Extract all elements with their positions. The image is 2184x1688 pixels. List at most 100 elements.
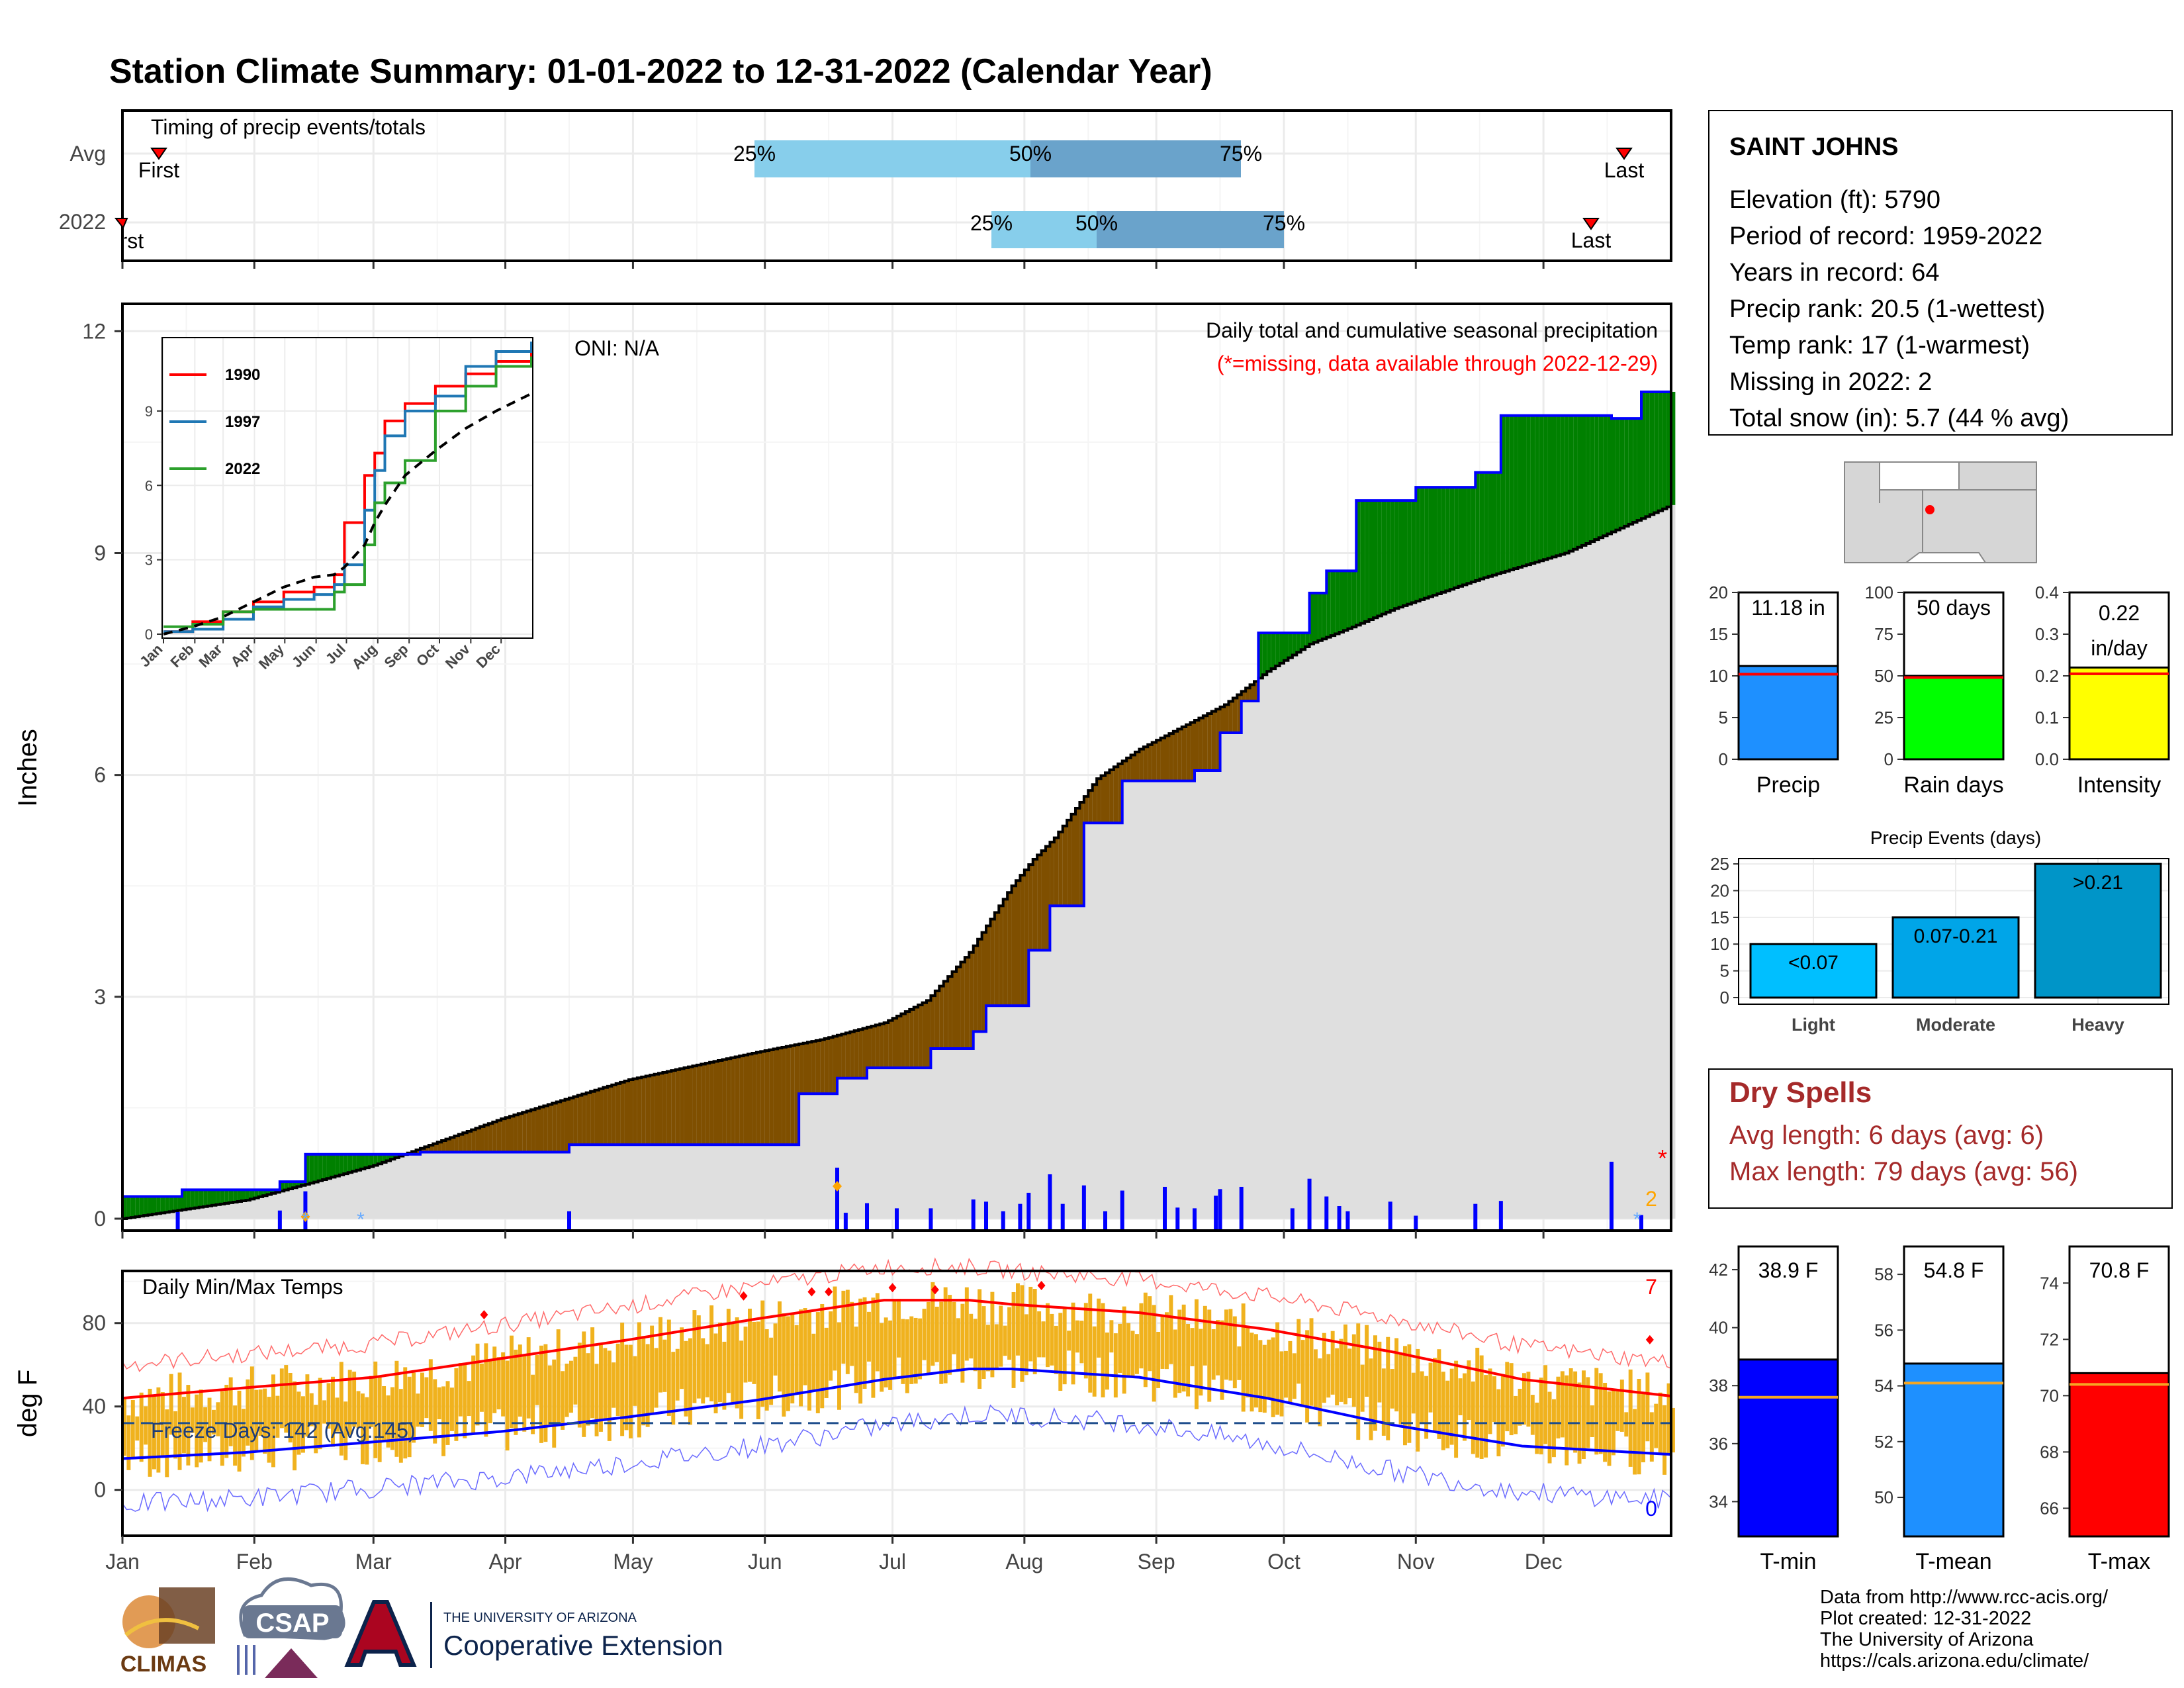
2022-last-marker bbox=[1582, 218, 1600, 230]
cumulative-precip-line bbox=[122, 390, 1671, 1198]
footer-credits: Data from http://www.rcc-acis.org/Plot c… bbox=[1820, 1587, 2109, 1671]
avg-first-label: First bbox=[138, 158, 179, 182]
record-high-marker bbox=[888, 1283, 897, 1293]
temp-bar-label: T-mean bbox=[1915, 1549, 1991, 1574]
temp-panel: 0 40 80 deg F Daily Min/Max Temps 7 0 Free… bbox=[13, 1257, 1675, 1573]
temp-bar-ytick-label: 68 bbox=[2040, 1442, 2059, 1462]
temp-bar-ytick-label: 34 bbox=[1709, 1491, 1728, 1511]
station-info-line: Total snow (in): 5.7 (44 % avg) bbox=[1729, 404, 2069, 432]
timing-title: Timing of precip events/totals bbox=[151, 115, 426, 139]
month-label: Dec bbox=[1525, 1550, 1563, 1573]
mini-bar-label: Rain days bbox=[1903, 773, 2003, 798]
2022-q25-q50-bar bbox=[991, 211, 1097, 248]
inset-ytick-label: 6 bbox=[145, 477, 153, 494]
inset-series-average bbox=[163, 392, 532, 635]
precip-ylabel: Inches bbox=[13, 729, 42, 807]
mini-bar-charts: 0 5 10 15 20 11.18 in Precip 0 25 50 75 100 50 days R… bbox=[1709, 583, 2170, 798]
month-label: Oct bbox=[1267, 1550, 1300, 1573]
daily-precip-bar bbox=[1163, 1186, 1167, 1231]
temp-bar-t-mean: 50 52 54 56 58 54.8 F T-mean bbox=[1874, 1245, 2005, 1574]
precip-ytick-label: 9 bbox=[94, 541, 106, 565]
daily-precip-bar bbox=[1498, 1201, 1503, 1231]
mini-ytick-label: 20 bbox=[1709, 583, 1728, 602]
event-marker bbox=[833, 1181, 842, 1192]
precip-ytick-label: 6 bbox=[94, 763, 106, 787]
precip-note-2: (*=missing, data available through 2022-… bbox=[1217, 352, 1658, 375]
average-cumulative-line bbox=[122, 504, 1672, 1220]
record-high-marker bbox=[1037, 1281, 1046, 1291]
precip-ytick-label: 3 bbox=[94, 985, 106, 1009]
dry-spells-box: Dry Spells Avg length: 6 days (avg: 6) M… bbox=[1708, 1068, 2173, 1209]
month-label: Jan bbox=[105, 1550, 140, 1573]
temp-bar-ytick-label: 58 bbox=[1874, 1264, 1893, 1284]
mini-bar-precip: 0 5 10 15 20 11.18 in Precip bbox=[1709, 583, 1839, 798]
timing-panel: Timing of precip events/totals Avg 2022 … bbox=[59, 109, 1672, 269]
daily-precip-bar bbox=[971, 1199, 976, 1231]
month-label: Feb bbox=[236, 1550, 273, 1573]
mini-bar-intensity: 0.0 0.1 0.2 0.3 0.4 0.22 in/day Intensity bbox=[2035, 583, 2170, 798]
footer-line: Plot created: 12-31-2022 bbox=[1820, 1608, 2031, 1629]
station-info-line: Years in record: 64 bbox=[1729, 259, 1940, 287]
snow-marker: * bbox=[357, 1209, 365, 1231]
daily-precip-bar bbox=[865, 1203, 869, 1231]
mini-bar-rain-days: 0 25 50 75 100 50 days Rain days bbox=[1865, 583, 2005, 798]
avg-q50-label: 50% bbox=[1009, 142, 1052, 165]
avg-q50-q75-bar bbox=[1030, 140, 1241, 177]
events-bar-heavy bbox=[2034, 863, 2162, 999]
normal-min-line bbox=[122, 1368, 1672, 1460]
station-info-line: Period of record: 1959-2022 bbox=[1729, 222, 2042, 250]
temp-ylabel: deg F bbox=[13, 1370, 42, 1437]
mini-ytick-label: 0.0 bbox=[2035, 749, 2059, 769]
mini-ytick-label: 0 bbox=[1884, 749, 1893, 769]
precip-ytick-label: 0 bbox=[94, 1207, 106, 1231]
footer-line: Data from http://www.rcc-acis.org/ bbox=[1820, 1587, 2109, 1608]
precip-events-chart: Precip Events (days) 0 5 10 15 20 25 <0.07 Ligh… bbox=[1710, 827, 2169, 1035]
csap-logo: CSAP bbox=[237, 1577, 345, 1678]
events-bar-value: >0.21 bbox=[2073, 872, 2123, 894]
events-ytick-label: 25 bbox=[1710, 854, 1729, 874]
mini-ytick-label: 50 bbox=[1874, 666, 1893, 686]
inset-ytick-label: 0 bbox=[145, 626, 153, 643]
inset-legend-label: 2022 bbox=[225, 460, 260, 478]
daily-precip-bar bbox=[1018, 1203, 1023, 1231]
locator-map bbox=[1844, 461, 2037, 563]
mini-ytick-label: 0 bbox=[1719, 749, 1728, 769]
month-label: Aug bbox=[1005, 1550, 1043, 1573]
daily-precip-bar bbox=[1337, 1206, 1342, 1231]
precip-panel: * * * 0 3 6 9 12 Inches ONI: N/A Daily total a… bbox=[13, 303, 1676, 1239]
timing-row-2022-label: 2022 bbox=[59, 210, 106, 234]
avg-first-marker bbox=[150, 148, 167, 160]
station-info-line: Precip rank: 20.5 (1-wettest) bbox=[1729, 295, 2045, 323]
mini-bar-label: Precip bbox=[1756, 773, 1820, 798]
temp-bar-value: 38.9 F bbox=[1758, 1258, 1819, 1282]
avg-q25-label: 25% bbox=[733, 142, 776, 165]
avg-last-marker bbox=[1615, 148, 1633, 160]
temp-bar-label: T-min bbox=[1760, 1549, 1817, 1574]
temp-bar-ytick-label: 70 bbox=[2040, 1385, 2059, 1405]
mini-bar-fill bbox=[1903, 675, 2005, 761]
ua-big-text: Cooperative Extension bbox=[443, 1630, 723, 1661]
events-ytick-label: 20 bbox=[1710, 880, 1729, 900]
mini-ytick-label: 10 bbox=[1709, 666, 1728, 686]
temp-bar-ytick-label: 52 bbox=[1874, 1432, 1893, 1452]
temp-bar-ytick-label: 40 bbox=[1709, 1318, 1728, 1338]
event-marker bbox=[300, 1211, 310, 1222]
temp-bar-fill bbox=[1737, 1358, 1839, 1538]
mini-value-label: 11.18 in bbox=[1751, 596, 1825, 620]
daily-precip-bar bbox=[1324, 1196, 1329, 1231]
2022-first-label: First bbox=[103, 229, 144, 253]
2022-last-label: Last bbox=[1571, 228, 1612, 252]
mini-ytick-label: 0.3 bbox=[2035, 624, 2059, 644]
2022-q50-label: 50% bbox=[1075, 211, 1118, 235]
mini-bar-fill bbox=[2068, 666, 2170, 761]
dry-spells-max: Max length: 79 days (avg: 56) bbox=[1729, 1157, 2078, 1186]
record-high-marker bbox=[1645, 1335, 1654, 1344]
daily-precip-bar bbox=[277, 1210, 282, 1231]
daily-precip-bar bbox=[1639, 1215, 1643, 1231]
temp-bar-fill bbox=[2068, 1372, 2170, 1538]
daily-precip-bar bbox=[1307, 1178, 1312, 1231]
record-low-envelope bbox=[122, 1404, 1672, 1513]
inset-legend-label: 1997 bbox=[225, 413, 260, 431]
daily-precip-bar bbox=[1026, 1192, 1031, 1231]
events-bar-light bbox=[1749, 943, 1878, 999]
